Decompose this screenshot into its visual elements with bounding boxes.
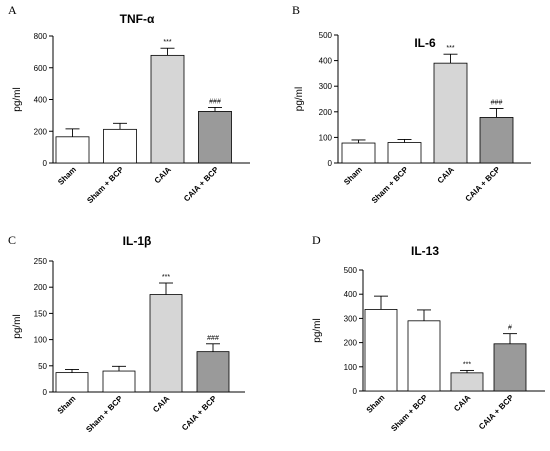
y-tick-label: 400 xyxy=(319,57,333,66)
y-tick-label: 150 xyxy=(34,309,48,318)
bar-caia xyxy=(149,294,183,393)
bar-caia-bcp xyxy=(196,351,230,393)
category-label: CAIA + BCP xyxy=(464,165,503,204)
y-tick-label: 200 xyxy=(319,108,333,117)
significance-marker: *** xyxy=(446,45,454,52)
y-tick-label: 0 xyxy=(43,159,48,168)
bar-sham xyxy=(55,372,89,393)
category-label: CAIA xyxy=(153,165,173,185)
category-label: Sham xyxy=(365,393,387,415)
y-tick-label: 800 xyxy=(34,32,48,41)
chart-title: IL-13 xyxy=(411,244,439,258)
bar-sham-bcp xyxy=(407,320,441,392)
chart-panel-c: C IL-1β pg/ml 0 50 100 150 200 250 Sham Sham + BCP… xyxy=(8,233,245,434)
y-tick-label: 100 xyxy=(319,133,333,142)
chart-panel-d: D IL-13 pg/ml 0 100 200 300 400 500 Sham Sham + BC… xyxy=(312,233,545,433)
panel-letter: B xyxy=(292,3,300,17)
panel-letter: C xyxy=(8,233,16,247)
category-label: Sham + BCP xyxy=(85,165,126,206)
category-label: CAIA + BCP xyxy=(180,394,219,433)
y-tick-label: 300 xyxy=(344,314,358,323)
significance-marker: *** xyxy=(163,39,171,46)
category-label: Sham xyxy=(56,394,78,416)
y-tick-label: 400 xyxy=(344,290,358,299)
panel-letter: D xyxy=(312,233,321,247)
bar-sham-bcp xyxy=(102,370,136,393)
y-tick-label: 300 xyxy=(319,82,333,91)
y-tick-label: 100 xyxy=(34,336,48,345)
bar-caia xyxy=(433,62,468,164)
significance-marker: *** xyxy=(463,361,471,368)
significance-marker: ### xyxy=(207,335,219,342)
chart-title: TNF-α xyxy=(120,12,155,26)
y-tick-label: 50 xyxy=(38,362,47,371)
category-label: Sham + BCP xyxy=(389,393,430,434)
y-tick-label: 0 xyxy=(353,387,358,396)
category-label: Sham + BCP xyxy=(370,165,411,206)
y-tick-label: 400 xyxy=(34,96,48,105)
significance-marker: ### xyxy=(209,98,221,105)
bar-caia-bcp xyxy=(479,117,514,164)
bar-caia xyxy=(450,372,484,392)
bar-sham xyxy=(364,309,398,392)
y-tick-label: 100 xyxy=(344,363,358,372)
y-axis-label: pg/ml xyxy=(12,314,23,338)
category-label: CAIA + BCP xyxy=(182,165,221,204)
y-tick-label: 600 xyxy=(34,64,48,73)
significance-marker: *** xyxy=(162,274,170,281)
chart-panel-b: B IL-6 pg/ml 0 100 200 300 400 500 Sham Sham + BCP… xyxy=(292,3,531,205)
chart-title: IL-1β xyxy=(123,234,152,248)
bar-sham xyxy=(55,136,90,164)
bar-caia-bcp xyxy=(493,343,527,392)
y-tick-label: 0 xyxy=(328,159,333,168)
y-axis-label: pg/ml xyxy=(12,87,23,111)
y-tick-label: 200 xyxy=(34,127,48,136)
chart-panel-a: A TNF-α pg/ml 0 200 400 600 800 Sham Sham + BCP **… xyxy=(8,3,250,205)
y-tick-label: 250 xyxy=(34,257,48,266)
category-label: CAIA xyxy=(452,393,472,413)
bar-sham-bcp xyxy=(387,142,422,164)
category-label: CAIA xyxy=(436,165,456,185)
y-tick-label: 200 xyxy=(344,339,358,348)
category-label: Sham xyxy=(56,165,78,187)
category-label: Sham xyxy=(342,165,364,187)
category-label: CAIA xyxy=(151,394,171,414)
y-axis-label: pg/ml xyxy=(294,87,305,111)
bar-sham xyxy=(341,142,376,164)
panel-letter: A xyxy=(8,3,17,17)
bar-sham-bcp xyxy=(103,128,137,164)
bar-caia-bcp xyxy=(198,111,232,164)
significance-marker: ### xyxy=(491,99,503,106)
category-label: Sham + BCP xyxy=(84,394,125,435)
y-tick-label: 500 xyxy=(319,31,333,40)
significance-marker: # xyxy=(508,325,512,332)
chart-title: IL-6 xyxy=(414,36,436,50)
y-tick-label: 500 xyxy=(344,266,358,275)
category-label: CAIA + BCP xyxy=(477,393,516,432)
bar-caia xyxy=(150,54,185,164)
y-tick-label: 200 xyxy=(34,283,48,292)
y-tick-label: 0 xyxy=(43,388,48,397)
y-axis-label: pg/ml xyxy=(312,318,323,342)
